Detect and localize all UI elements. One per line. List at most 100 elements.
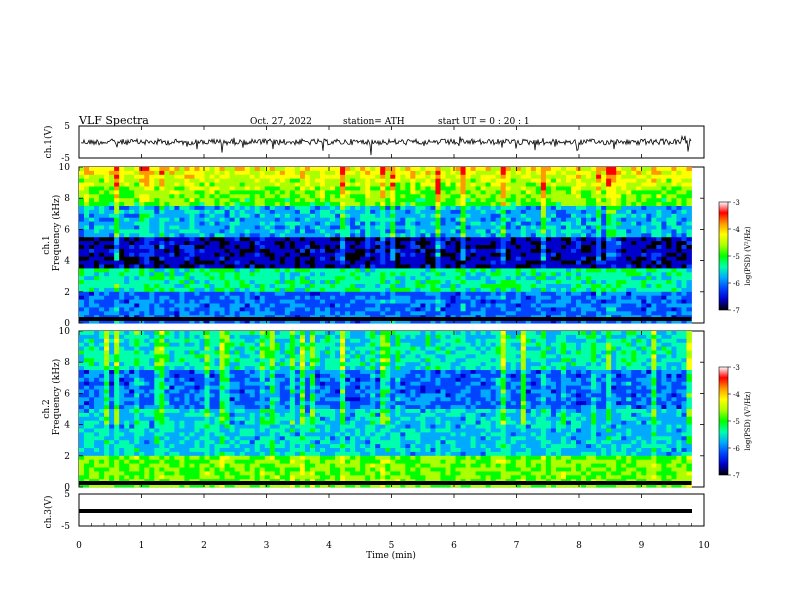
spectrogram-cell <box>314 245 321 250</box>
spectrogram-cell <box>676 311 682 316</box>
spectrogram-cell <box>284 256 291 261</box>
spectrogram-cell <box>631 174 637 180</box>
spectrogram-cell <box>505 213 512 219</box>
spectrogram-cell <box>335 256 341 261</box>
spectrogram-cell <box>631 245 637 250</box>
spectrogram-cell <box>646 237 652 242</box>
spectrogram-cell <box>500 280 507 285</box>
spectrogram-cell <box>234 245 241 250</box>
spectrogram-cell <box>540 167 547 172</box>
spectrogram-cell <box>450 252 456 258</box>
spectrogram-cell <box>179 167 185 172</box>
spectrogram-cell <box>616 252 622 258</box>
spectrogram-cell <box>500 284 507 289</box>
spectrogram-cell <box>134 170 140 176</box>
spectrogram-cell <box>671 198 677 203</box>
spectrogram-cell <box>154 260 160 265</box>
spectrogram-cell <box>189 303 195 308</box>
spectrogram-cell <box>420 284 426 289</box>
spectrogram-cell <box>309 295 316 300</box>
spectrogram-cell <box>219 303 225 308</box>
spectrogram-cell <box>289 229 296 234</box>
spectrogram-cell <box>89 338 95 344</box>
spectrogram-cell <box>390 280 396 285</box>
spectrogram-cell <box>385 295 391 300</box>
spectrogram-cell <box>631 167 637 172</box>
spectrogram-cell <box>204 241 210 246</box>
spectrogram-cell <box>400 233 406 238</box>
spectrogram-cell <box>460 221 466 226</box>
spectrogram-cell <box>576 186 582 191</box>
spectrogram-cell <box>530 272 537 277</box>
spectrogram-cell <box>355 295 361 300</box>
spectrogram-cell <box>430 268 436 273</box>
spectrogram-cell <box>515 319 522 324</box>
spectrogram-cell <box>470 284 477 289</box>
spectrogram-cell <box>530 303 537 308</box>
spectrogram-cell <box>224 221 231 226</box>
spectrogram-cell <box>576 225 582 230</box>
spectrogram-cell <box>189 268 195 273</box>
spectrogram-cell <box>159 280 165 285</box>
spectrogram-cell <box>581 194 587 199</box>
spectrogram-cell <box>601 311 607 316</box>
spectrogram-cell <box>264 284 271 289</box>
spectrogram-cell <box>309 170 316 176</box>
spectrogram-cell <box>430 190 436 195</box>
spectrogram-cell <box>626 287 632 293</box>
spectrogram-cell <box>104 280 110 285</box>
spectrogram-cell <box>550 319 557 324</box>
spectrogram-cell <box>676 217 682 222</box>
spectrogram-cell <box>199 198 205 203</box>
spectrogram-cell <box>134 245 140 250</box>
spectrogram-cell <box>345 264 351 269</box>
spectrogram-cell <box>184 182 190 187</box>
spectrogram-cell <box>445 194 451 199</box>
spectrogram-cell <box>525 299 532 304</box>
spectrogram-cell <box>611 186 617 191</box>
spectrogram-cell <box>460 260 466 265</box>
spectrogram-cell <box>169 272 175 277</box>
spectrogram-cell <box>319 221 326 226</box>
spectrogram-cell <box>289 260 296 265</box>
spectrogram-cell <box>335 202 341 207</box>
spectrogram-cell <box>571 264 577 269</box>
spectrogram-cell <box>606 248 612 254</box>
spectrogram-cell <box>460 194 466 199</box>
spectrogram-cell <box>500 213 507 219</box>
spectrogram-cell <box>505 167 512 172</box>
spectrogram-cell <box>184 276 190 281</box>
spectrogram-cell <box>550 252 557 258</box>
spectrogram-cell <box>661 206 667 211</box>
spectrogram-cell <box>390 174 396 180</box>
spectrogram-cell <box>249 206 256 211</box>
spectrogram-cell <box>89 362 95 367</box>
spectrogram-cell <box>520 299 527 304</box>
spectrogram-cell <box>591 209 597 215</box>
spectrogram-cell <box>460 225 466 230</box>
spectrogram-cell <box>89 393 95 398</box>
spectrogram-cell <box>114 284 120 289</box>
spectrogram-cell <box>420 252 426 258</box>
spectrogram-cell <box>129 248 135 254</box>
spectrogram-cell <box>661 225 667 230</box>
spectrogram-cell <box>405 295 411 300</box>
spectrogram-cell <box>234 248 241 254</box>
spectrogram-cell <box>601 170 607 176</box>
spectrogram-cell <box>340 202 346 207</box>
spectrogram-cell <box>616 295 622 300</box>
spectrogram-cell <box>299 233 306 238</box>
spectrogram-cell <box>380 241 386 246</box>
spectrogram-cell <box>591 307 597 312</box>
spectrogram-cell <box>159 174 165 180</box>
spectrogram-cell <box>284 229 291 234</box>
spectrogram-cell <box>370 303 376 308</box>
spectrogram-cell <box>259 225 266 230</box>
spectrogram-cell <box>184 202 190 207</box>
spectrogram-cell <box>601 233 607 238</box>
spectrogram-cell <box>174 272 180 277</box>
spectrogram-cell <box>264 311 271 316</box>
spectrogram-cell <box>209 256 215 261</box>
spectrogram-cell <box>194 280 200 285</box>
spectrogram-cell <box>641 248 647 254</box>
